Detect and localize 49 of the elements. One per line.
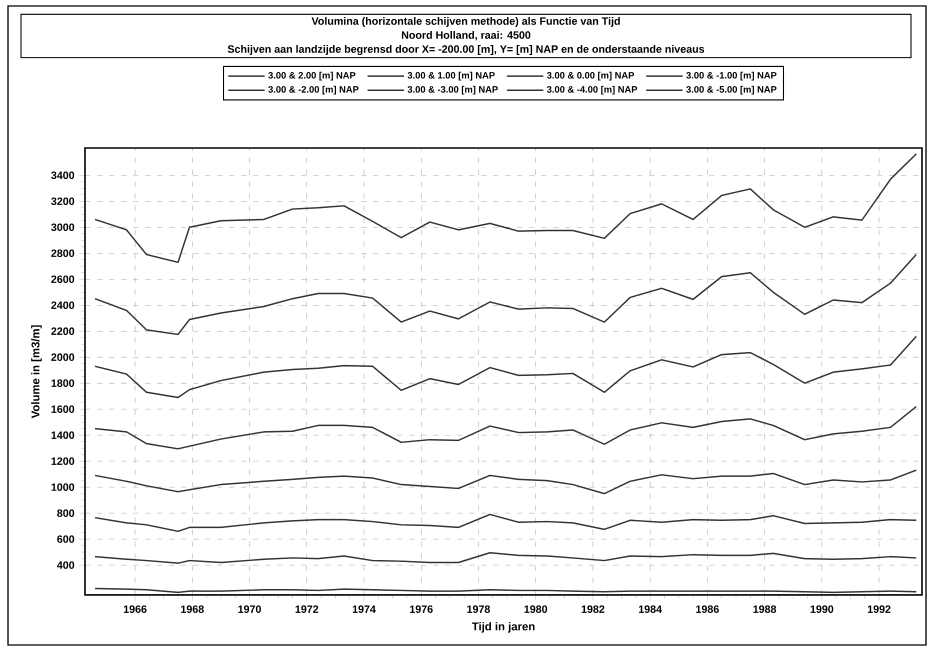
y-tick-label: 1200 bbox=[52, 457, 74, 465]
y-tick-label: 1800 bbox=[52, 379, 74, 387]
y-tick-label: 1600 bbox=[52, 405, 74, 413]
x-tick-label: 1968 bbox=[181, 605, 204, 613]
x-tick-label: 1976 bbox=[410, 605, 433, 613]
legend-label: 3.00 & -3.00 [m] NAP bbox=[408, 86, 498, 95]
y-tick-label: 400 bbox=[56, 561, 74, 569]
x-tick-label: 1982 bbox=[582, 605, 604, 613]
y-tick-label: 1400 bbox=[52, 431, 74, 439]
legend-label: 3.00 & -2.00 [m] NAP bbox=[268, 86, 358, 95]
line-series bbox=[94, 406, 918, 450]
x-tick-label: 1988 bbox=[753, 605, 776, 613]
y-tick-label: 2800 bbox=[51, 249, 74, 258]
text: Schijven aan landzijde begrensd door X= -200.00 [m], Y= [m] NAP en de onderstaande niveaus bbox=[228, 44, 704, 55]
x-tick-label: 1972 bbox=[296, 605, 318, 613]
x-tick-label: 1970 bbox=[238, 605, 261, 613]
legend-label: 3.00 & -4.00 [m] NAP bbox=[546, 86, 638, 95]
y-tick-label: 3200 bbox=[51, 197, 74, 206]
line-series bbox=[94, 336, 918, 398]
x-tick-label: 1992 bbox=[868, 605, 890, 613]
x-axis-title: Tijd in jaren bbox=[472, 622, 534, 633]
x-tick-label: 1984 bbox=[638, 605, 662, 613]
line-series bbox=[94, 254, 918, 336]
line-series bbox=[94, 470, 918, 494]
legend-label: 3.00 & -5.00 [m] NAP bbox=[686, 86, 776, 95]
y-tick-label: 800 bbox=[57, 509, 74, 517]
y-tick-label: 2400 bbox=[51, 301, 74, 309]
y-axis-title: Volume in [m3/m] bbox=[31, 325, 42, 418]
y-tick-label: 3400 bbox=[51, 172, 74, 180]
y-tick-label: 2600 bbox=[51, 275, 74, 284]
line-series bbox=[94, 552, 918, 564]
legend-label: 3.00 & 1.00 [m] NAP bbox=[408, 72, 495, 80]
y-tick-label: 1000 bbox=[52, 483, 74, 491]
y-tick-label: 3000 bbox=[51, 223, 74, 232]
chart-subtitle: Noord Holland, raai: 4500 bbox=[402, 30, 530, 40]
legend-label: 3.00 & 2.00 [m] NAP bbox=[268, 72, 356, 80]
x-tick-label: 1966 bbox=[124, 605, 147, 613]
legend-label: 3.00 & 0.00 [m] NAP bbox=[546, 72, 634, 80]
chart-title: Volumina (horizontale schijven methode) als Functie van Tijd bbox=[312, 16, 620, 27]
y-tick-label: 600 bbox=[57, 535, 74, 543]
x-tick-label: 1990 bbox=[810, 605, 834, 613]
x-tick-label: 1980 bbox=[524, 605, 548, 613]
x-tick-label: 1974 bbox=[352, 605, 376, 613]
y-tick-label: 2200 bbox=[51, 327, 74, 335]
line-series bbox=[94, 153, 918, 264]
x-tick-label: 1978 bbox=[467, 605, 490, 613]
legend-label: 3.00 & -1.00 [m] NAP bbox=[686, 72, 776, 80]
x-tick-label: 1986 bbox=[696, 605, 719, 613]
y-tick-label: 2000 bbox=[51, 353, 74, 361]
